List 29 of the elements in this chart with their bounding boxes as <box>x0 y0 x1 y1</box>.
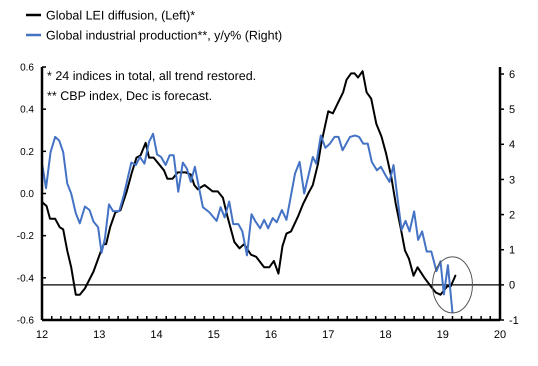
y2-tick-label: 3 <box>509 174 516 186</box>
y-tick-label: 0.4 <box>20 104 34 116</box>
x-tick-label: 13 <box>93 329 106 341</box>
y-tick-label: 0.2 <box>20 146 34 158</box>
y2-tick-label: 1 <box>509 244 516 257</box>
annotation: ** CBP index, Dec is forecast. <box>47 89 212 103</box>
y2-tick-label: 5 <box>509 104 516 116</box>
y-tick-label: -0.6 <box>16 316 34 326</box>
x-tick-label: 15 <box>208 329 220 341</box>
legend-label: Global industrial production**, y/y% (Right) <box>46 28 282 42</box>
legend-label: Global LEI diffusion, (Left)* <box>46 8 196 22</box>
x-tick-label: 16 <box>264 329 278 341</box>
x-tick-label: 19 <box>436 329 449 341</box>
annotation: * 24 indices in total, all trend restored. <box>47 69 256 83</box>
x-tick-label: 12 <box>36 329 48 341</box>
y-tick-label: 0.6 <box>20 62 34 74</box>
line-series <box>41 132 454 314</box>
y2-tick-label: 4 <box>509 139 516 152</box>
x-tick-label: 18 <box>379 329 392 341</box>
y2-tick-label: 2 <box>509 209 516 222</box>
y2-tick-label: -1 <box>509 314 519 327</box>
y-tick-label: -0.4 <box>16 273 34 284</box>
y2-tick-label: 0 <box>509 280 516 292</box>
y2-tick-label: 6 <box>509 68 516 81</box>
x-tick-label: 14 <box>150 329 163 341</box>
y-tick-label: -0.2 <box>16 231 34 242</box>
y-tick-label: 0.0 <box>20 189 34 200</box>
x-tick-label: 20 <box>494 329 506 341</box>
x-tick-label: 17 <box>322 329 334 341</box>
